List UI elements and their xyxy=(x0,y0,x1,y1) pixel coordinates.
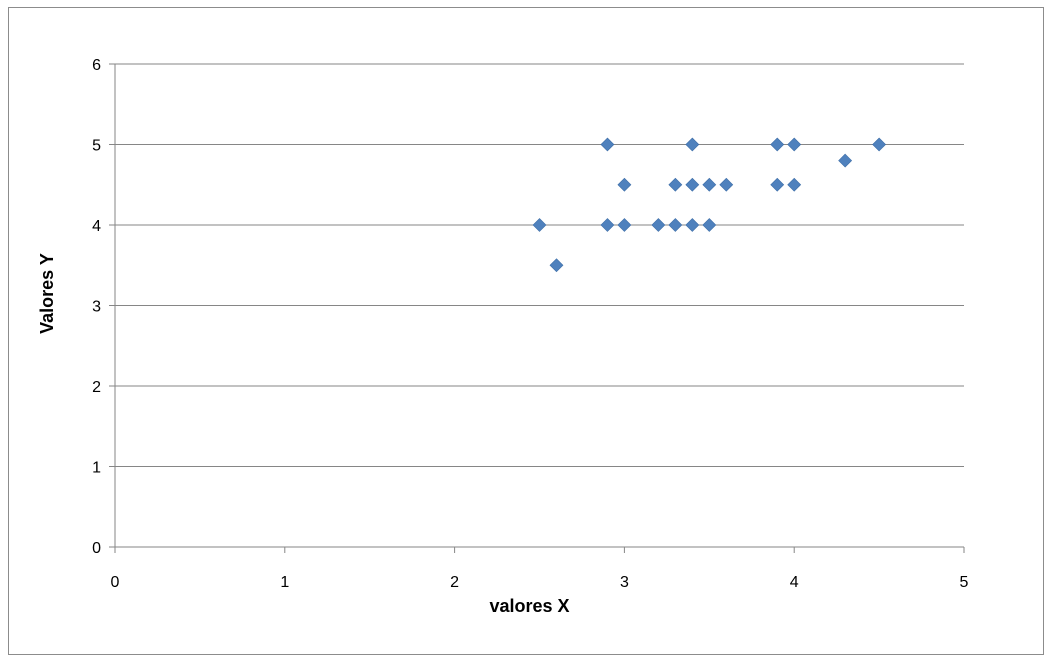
data-point xyxy=(685,218,700,232)
x-tick-label: 4 xyxy=(790,574,799,591)
x-tick-label: 2 xyxy=(450,574,459,591)
data-point xyxy=(702,177,717,192)
y-tick-label: 5 xyxy=(92,138,101,155)
gridlines xyxy=(115,63,964,467)
data-point xyxy=(838,153,853,168)
data-point xyxy=(651,218,666,232)
x-tick-label: 5 xyxy=(960,574,969,591)
data-point xyxy=(787,177,802,192)
tick-labels: 0 1 2 3 4 5 6 0 1 2 3 4 5 xyxy=(92,57,968,591)
y-tick-label: 6 xyxy=(92,57,101,74)
data-point xyxy=(770,137,785,152)
data-point xyxy=(668,177,683,192)
x-tick-label: 1 xyxy=(280,574,289,591)
x-axis-title: valores X xyxy=(489,596,569,616)
data-point xyxy=(787,137,802,152)
y-tick-label: 3 xyxy=(92,299,101,316)
y-tick-label: 0 xyxy=(92,540,101,557)
data-point xyxy=(600,137,615,152)
data-point xyxy=(770,177,785,192)
data-point xyxy=(549,258,564,273)
data-point xyxy=(685,177,700,192)
axes xyxy=(109,63,965,553)
data-point xyxy=(668,218,683,232)
data-point xyxy=(872,137,887,152)
data-points xyxy=(532,137,887,273)
y-tick-label: 2 xyxy=(92,379,101,396)
data-point xyxy=(600,218,615,232)
x-tick-label: 3 xyxy=(620,574,629,591)
y-axis-title: Valores Y xyxy=(37,253,57,334)
data-point xyxy=(719,177,734,192)
data-point xyxy=(617,218,632,232)
y-tick-label: 4 xyxy=(92,218,101,235)
data-point xyxy=(702,218,717,232)
y-tick-label: 1 xyxy=(92,460,101,477)
data-point xyxy=(532,218,547,232)
data-point xyxy=(617,177,632,192)
data-point xyxy=(685,137,700,152)
x-tick-label: 0 xyxy=(111,574,120,591)
